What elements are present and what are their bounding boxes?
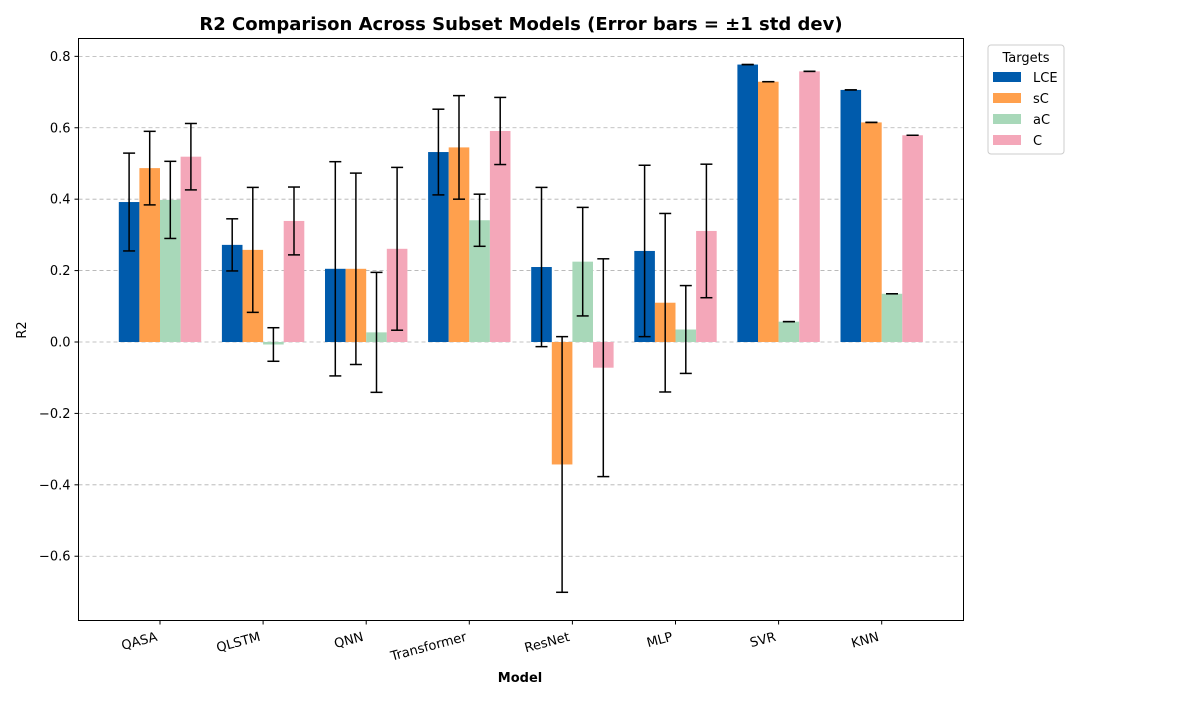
x-tick-label: QLSTM [215, 630, 262, 656]
x-tick-label: QNN [333, 630, 366, 652]
legend-label-C: C [1033, 134, 1042, 149]
y-tick-label: −0.6 [39, 550, 71, 565]
bar-LCE-KNN [840, 89, 862, 342]
bar-C-SVR [799, 71, 820, 342]
x-tick-label: KNN [850, 630, 881, 652]
bar-sC-Transformer [448, 147, 470, 342]
bar-sC-KNN [861, 122, 882, 342]
bar-aC-QASA [160, 199, 181, 342]
x-tick-label: QASA [120, 630, 159, 654]
chart-title: R2 Comparison Across Subset Models (Erro… [199, 14, 842, 35]
y-tick-label: −0.2 [39, 407, 71, 422]
y-tick-label: 0.2 [50, 264, 71, 279]
plot-frame [78, 38, 964, 621]
bar-C-KNN [902, 135, 923, 342]
legend: Targets LCE sC aC C [987, 44, 1065, 155]
legend-label-aC: aC [1033, 113, 1050, 128]
bar-LCE-SVR [737, 64, 758, 342]
bar-sC-SVR [758, 81, 779, 342]
legend-swatch-C [993, 135, 1021, 145]
y-gridlines [78, 55, 964, 557]
x-tick-label: ResNet [523, 630, 571, 656]
legend-swatch-LCE [993, 72, 1021, 82]
x-tick-label: MLP [645, 630, 674, 651]
bars [118, 64, 923, 465]
y-tick-label: 0.6 [50, 121, 71, 136]
bar-LCE-QLSTM [221, 244, 243, 342]
legend-label-LCE: LCE [1033, 71, 1058, 86]
legend-title: Targets [1002, 51, 1050, 66]
error-bars [123, 63, 919, 594]
y-tick-label: 0.0 [50, 335, 71, 350]
y-tick-label: 0.4 [50, 193, 71, 208]
bar-C-Transformer [489, 130, 511, 342]
y-tick-label: 0.8 [50, 50, 71, 65]
bar-sC-QASA [139, 168, 160, 342]
bar-LCE-Transformer [428, 152, 449, 342]
x-axis-label: Model [498, 671, 542, 686]
bar-aC-KNN [881, 293, 903, 342]
legend-label-sC: sC [1033, 92, 1049, 107]
y-axis-label: R2 [15, 321, 30, 338]
legend-swatch-sC [993, 93, 1021, 103]
x-axis: QASA QLSTM QNN Transformer ResNet MLP SVR KNN [120, 620, 883, 665]
legend-items: LCE sC aC C [993, 71, 1058, 149]
y-axis: −0.6 −0.4 −0.2 0.0 0.2 0.4 0.6 0.8 [39, 50, 79, 565]
bar-aC-Transformer [469, 220, 490, 342]
legend-swatch-aC [993, 114, 1021, 124]
x-tick-label: Transformer [388, 630, 469, 665]
x-tick-label: SVR [748, 630, 777, 651]
bar-LCE-QASA [118, 202, 140, 342]
bar-C-QLSTM [283, 220, 305, 342]
y-tick-label: −0.4 [39, 478, 71, 493]
bar-aC-SVR [778, 321, 800, 342]
bar-C-QASA [180, 156, 202, 342]
